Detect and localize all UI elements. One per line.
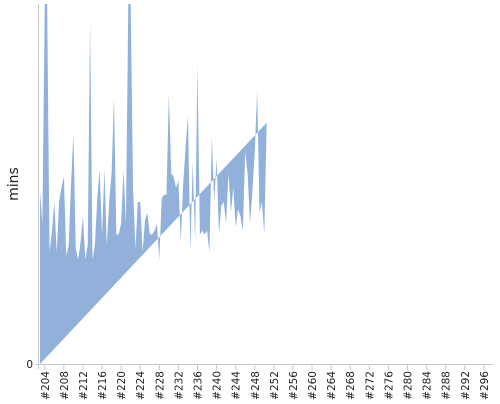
x-tick-label: #220 (116, 371, 128, 400)
x-tick-label: #260 (307, 371, 319, 400)
x-tick-label: #252 (269, 371, 281, 400)
x-tick-label: #240 (212, 371, 224, 400)
x-tick-label: #204 (40, 371, 52, 400)
x-tick-label: #244 (231, 371, 243, 400)
x-tick-label: #268 (345, 371, 357, 400)
y-tick-label: 0 (26, 359, 33, 371)
x-tick-label: #256 (288, 371, 300, 400)
x-tick-label: #232 (173, 371, 185, 400)
x-tick-label: #284 (422, 371, 434, 400)
y-axis-label: mins (6, 167, 22, 201)
x-tick-label: #272 (364, 371, 376, 400)
x-tick-label: #264 (326, 371, 338, 400)
x-tick-label: #208 (59, 371, 71, 400)
x-tick-label: #288 (441, 371, 453, 400)
x-tick-label: #296 (479, 371, 491, 400)
x-tick-label: #216 (97, 371, 109, 400)
x-tick-label: #248 (250, 371, 262, 400)
x-tick-label: #292 (460, 371, 472, 400)
series-area (40, 4, 267, 364)
x-tick-label: #276 (383, 371, 395, 400)
x-tick-label: #212 (78, 371, 90, 400)
x-tick-label: #236 (192, 371, 204, 400)
x-tick-label: #224 (135, 371, 147, 400)
x-tick-label: #280 (402, 371, 414, 400)
x-tick-label: #228 (154, 371, 166, 400)
